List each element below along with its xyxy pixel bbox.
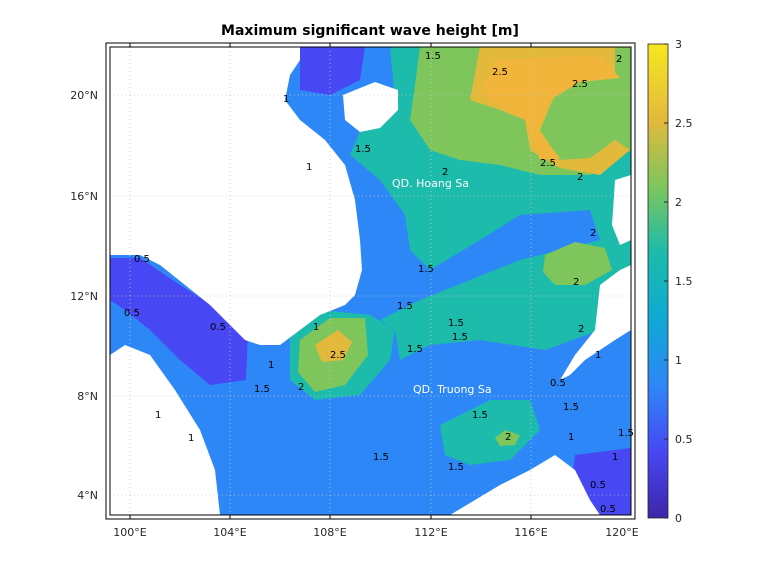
contour-label-1: 1 xyxy=(595,350,601,361)
contour-label-0p5: 0.5 xyxy=(550,378,566,389)
lat-tick: 16°N xyxy=(70,190,98,203)
contour-label-1p5: 1.5 xyxy=(418,264,434,275)
contour-label-1: 1 xyxy=(283,94,289,105)
contour-label-2p5: 2.5 xyxy=(572,79,588,90)
contour-label-0p5: 0.5 xyxy=(590,480,606,491)
colorbar-tick: 1.5 xyxy=(675,275,693,288)
colorbar-tick: 3 xyxy=(675,38,682,51)
contour-label-1p5: 1.5 xyxy=(355,144,371,155)
contour-label-1: 1 xyxy=(568,432,574,443)
contour-label-1: 1 xyxy=(313,322,319,333)
wave-band-2p5-core xyxy=(480,55,620,160)
colorbar-tick: 1 xyxy=(675,354,682,367)
contour-label-1p5: 1.5 xyxy=(425,51,441,62)
contour-label-2: 2 xyxy=(442,167,448,178)
land-malay xyxy=(110,345,220,515)
gridlines xyxy=(110,47,631,515)
lat-tick-labels: 20°N 16°N 12°N 8°N 4°N xyxy=(70,89,98,502)
contour-label-2: 2 xyxy=(578,324,584,335)
contour-label-2p5: 2.5 xyxy=(492,67,508,78)
colorbar-tick: 0.5 xyxy=(675,433,693,446)
contour-label-2: 2 xyxy=(573,277,579,288)
contour-label-1p5: 1.5 xyxy=(397,301,413,312)
contour-label-2: 2 xyxy=(298,382,304,393)
contour-label-1: 1 xyxy=(306,162,312,173)
lat-tick: 20°N xyxy=(70,89,98,102)
contour-label-1p5: 1.5 xyxy=(472,410,488,421)
contour-label-0p5: 0.5 xyxy=(134,254,150,265)
map-area xyxy=(110,47,631,515)
contour-label-1: 1 xyxy=(155,410,161,421)
lon-tick: 100°E xyxy=(113,526,146,539)
map-frame xyxy=(105,42,636,520)
contour-label-2: 2 xyxy=(577,172,583,183)
land-hainan xyxy=(343,82,398,132)
contour-label-1p5: 1.5 xyxy=(618,428,634,439)
contour-label-1: 1 xyxy=(188,433,194,444)
contour-label-1p5: 1.5 xyxy=(373,452,389,463)
land-luzon xyxy=(612,175,631,245)
colorbar: 3 2.5 2 1.5 1 0.5 0 xyxy=(647,38,693,525)
contour-label-0p5: 0.5 xyxy=(124,308,140,319)
lat-tick: 4°N xyxy=(77,489,98,502)
contour-label-1p5: 1.5 xyxy=(452,332,468,343)
contour-label-2: 2 xyxy=(590,228,596,239)
land-borneo xyxy=(450,455,600,515)
place-label-hoang-sa: QD. Hoang Sa xyxy=(392,177,469,190)
contour-label-1: 1 xyxy=(268,360,274,371)
chart-title: Maximum significant wave height [m] xyxy=(221,23,519,39)
land-china-vietnam xyxy=(110,47,362,345)
contour-label-1p5: 1.5 xyxy=(254,384,270,395)
contour-labels: 1.5 2 2.5 2.5 2.5 2 2 1.5 1 1 1.5 2 2 1.… xyxy=(124,51,634,515)
colorbar-tick: 2.5 xyxy=(675,117,693,130)
wave-band-2-south xyxy=(495,430,520,446)
contour-label-0p5: 0.5 xyxy=(210,322,226,333)
lon-tick: 116°E xyxy=(514,526,547,539)
lon-tick: 108°E xyxy=(313,526,346,539)
wave-band-1p5-south xyxy=(440,400,540,465)
contour-label-1p5: 1.5 xyxy=(563,402,579,413)
contour-label-2: 2 xyxy=(505,432,511,443)
gulf-of-thailand-low xyxy=(110,258,248,385)
lat-tick: 8°N xyxy=(77,390,98,403)
lon-tick: 120°E xyxy=(605,526,638,539)
contour-label-1p5: 1.5 xyxy=(407,344,423,355)
contour-label-1p5: 1.5 xyxy=(448,462,464,473)
contour-label-1: 1 xyxy=(612,452,618,463)
gulf-tonkin-low xyxy=(300,47,365,95)
place-label-truong-sa: QD. Truong Sa xyxy=(413,383,492,396)
wave-band-2p5-west xyxy=(315,330,352,362)
land-philippines xyxy=(560,265,631,380)
contour-label-2p5: 2.5 xyxy=(540,158,556,169)
wave-band-2-east xyxy=(543,242,612,285)
lon-tick-labels: 100°E 104°E 108°E 112°E 116°E 120°E xyxy=(113,526,638,539)
contour-label-2p5: 2.5 xyxy=(330,350,346,361)
contour-label-2: 2 xyxy=(616,54,622,65)
contour-label-1p5: 1.5 xyxy=(448,318,464,329)
lon-tick: 104°E xyxy=(213,526,246,539)
colorbar-tick: 0 xyxy=(675,512,682,525)
contour-label-0p5: 0.5 xyxy=(600,504,616,515)
lat-tick: 12°N xyxy=(70,290,98,303)
lon-tick: 112°E xyxy=(414,526,447,539)
colorbar-tick: 2 xyxy=(675,196,682,209)
